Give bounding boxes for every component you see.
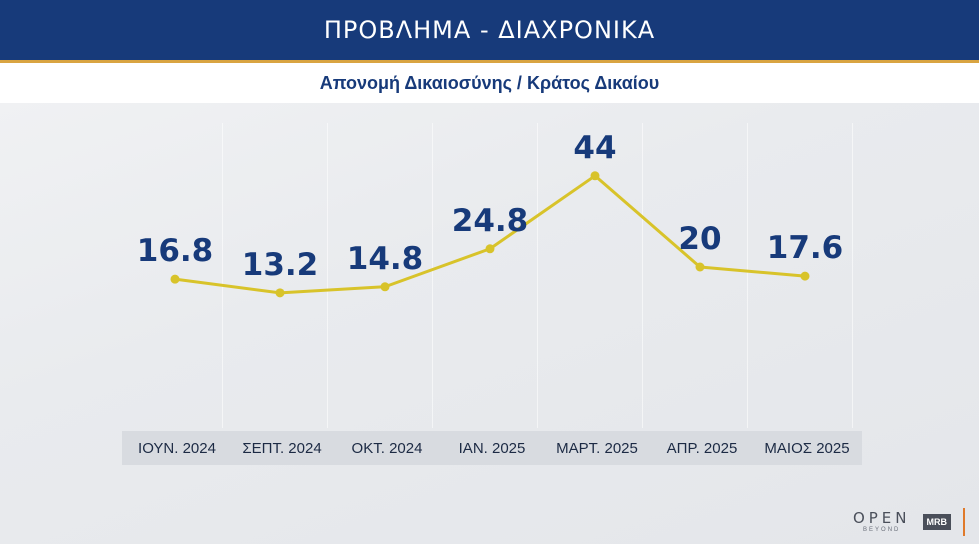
data-point: [380, 282, 390, 292]
data-point: [590, 171, 600, 181]
x-tick-label: ΜΑΡΤ. 2025: [556, 440, 638, 457]
header-bar: ΠΡΟΒΛΗΜΑ - ΔΙΑΧΡΟΝΙΚΑ: [0, 0, 979, 60]
mrb-logo: MRB: [922, 514, 951, 530]
data-point: [485, 244, 495, 254]
header-accent-line: [0, 60, 979, 63]
data-point: [800, 271, 810, 281]
chart-area: 16.8 13.2 14.8 24.8 44 20 17.6 ΙΟΥΝ. 2024 ΣΕΠΤ. …: [0, 103, 979, 483]
x-tick-label: ΑΠΡ. 2025: [667, 440, 738, 457]
data-value-label: 20: [678, 221, 721, 257]
x-tick-label: ΣΕΠΤ. 2024: [242, 440, 321, 457]
x-tick-label: ΜΑΙΟΣ 2025: [764, 440, 849, 457]
x-tick-label: ΙΑΝ. 2025: [459, 440, 526, 457]
line-chart: 16.8 13.2 14.8 24.8 44 20 17.6 ΙΟΥΝ. 2024 ΣΕΠΤ. …: [122, 123, 862, 465]
data-value-label: 24.8: [452, 203, 529, 239]
logo-divider: [963, 508, 965, 536]
chart-title: ΠΡΟΒΛΗΜΑ - ΔΙΑΧΡΟΝΙΚΑ: [323, 16, 656, 44]
x-tick-label: ΙΟΥΝ. 2024: [138, 440, 216, 457]
broadcaster-logos: OPEN BEYOND MRB: [853, 508, 965, 536]
open-logo-text: OPEN: [852, 509, 911, 527]
data-value-label: 16.8: [137, 233, 214, 269]
data-point: [695, 262, 705, 272]
data-value-label: 17.6: [767, 230, 844, 266]
data-value-label: 44: [573, 130, 616, 166]
data-point: [275, 288, 285, 298]
x-tick-label: ΟΚΤ. 2024: [352, 440, 423, 457]
open-logo: OPEN BEYOND: [852, 509, 911, 534]
subtitle-bar: Απονομή Δικαιοσύνης / Κράτος Δικαίου: [0, 63, 979, 103]
chart-subtitle: Απονομή Δικαιοσύνης / Κράτος Δικαίου: [319, 72, 660, 93]
open-logo-subtext: BEYOND: [863, 527, 901, 533]
x-axis-band: [122, 431, 862, 465]
data-point: [170, 274, 180, 284]
data-value-label: 13.2: [242, 247, 319, 283]
data-value-label: 14.8: [347, 241, 424, 277]
